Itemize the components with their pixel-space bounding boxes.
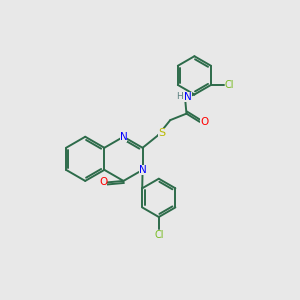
Text: O: O (99, 177, 107, 188)
Text: N: N (120, 132, 127, 142)
Text: Cl: Cl (154, 230, 164, 240)
Text: H: H (177, 92, 183, 101)
Text: N: N (139, 165, 146, 175)
Text: S: S (158, 128, 165, 138)
Text: O: O (200, 117, 208, 127)
Text: Cl: Cl (225, 80, 234, 90)
Text: N: N (184, 92, 192, 102)
